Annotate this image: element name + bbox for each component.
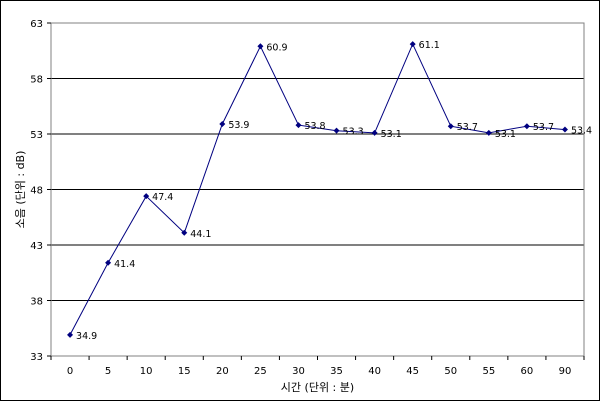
- data-points: [67, 41, 568, 338]
- data-label: 61.1: [419, 40, 440, 51]
- x-tick-label: 0: [67, 366, 73, 377]
- x-tick-label: 60: [521, 366, 534, 377]
- data-point: [143, 193, 150, 200]
- data-point: [447, 123, 454, 130]
- data-label: 53.1: [381, 129, 402, 140]
- data-point: [105, 259, 112, 266]
- data-label: 53.3: [343, 127, 364, 138]
- data-label: 34.9: [76, 331, 97, 342]
- x-tick-label: 10: [140, 366, 153, 377]
- x-tick-label: 55: [482, 366, 495, 377]
- x-tick-label: 5: [105, 366, 111, 377]
- data-label: 44.1: [190, 229, 211, 240]
- x-tick-label: 30: [292, 366, 305, 377]
- gridlines: [51, 78, 584, 301]
- x-tick-label: 20: [216, 366, 229, 377]
- data-point: [333, 127, 340, 134]
- x-axis-ticks: 0 5 10 15 20 25 30 35 40 45 50 55 60 90: [50, 356, 585, 377]
- data-point: [371, 129, 378, 136]
- data-point: [485, 129, 492, 136]
- y-axis-title: 소음 (단위 : dB): [14, 151, 27, 229]
- y-tick-label: 38: [30, 297, 43, 308]
- y-tick-label: 58: [30, 75, 43, 86]
- data-label: 53.4: [571, 126, 592, 137]
- y-tick-label: 48: [30, 186, 43, 197]
- data-point: [561, 126, 568, 133]
- y-tick-label: 43: [30, 241, 43, 252]
- x-tick-label: 45: [406, 366, 419, 377]
- x-tick-label: 25: [254, 366, 267, 377]
- x-tick-label: 90: [559, 366, 572, 377]
- data-label: 47.4: [152, 192, 173, 203]
- data-point: [523, 123, 530, 130]
- data-point: [257, 43, 264, 50]
- data-label: 41.4: [114, 259, 135, 270]
- data-label: 53.7: [533, 122, 554, 133]
- x-tick-label: 40: [368, 366, 381, 377]
- y-tick-label: 63: [30, 19, 43, 30]
- data-label: 53.9: [228, 120, 249, 131]
- x-axis-title: 시간 (단위 : 분): [281, 381, 354, 394]
- data-point: [409, 41, 416, 48]
- data-point: [181, 229, 188, 236]
- y-axis-ticks: 33 38 43 48 53 58 63: [30, 19, 51, 363]
- x-tick-label: 50: [444, 366, 457, 377]
- y-tick-label: 53: [30, 130, 43, 141]
- data-point: [219, 121, 226, 128]
- data-label: 53.7: [457, 122, 478, 133]
- data-label: 53.1: [495, 129, 516, 140]
- data-labels: 34.9 41.4 47.4 44.1 53.9 60.9 53.8 53.3 53.1 61.1…: [76, 40, 592, 342]
- series-line: [69, 42, 566, 336]
- data-label: 60.9: [266, 42, 287, 53]
- x-tick-label: 15: [178, 366, 191, 377]
- data-point: [295, 122, 302, 129]
- data-label: 53.8: [304, 121, 325, 132]
- y-tick-label: 33: [30, 352, 43, 363]
- data-point: [67, 331, 74, 338]
- x-tick-label: 35: [330, 366, 343, 377]
